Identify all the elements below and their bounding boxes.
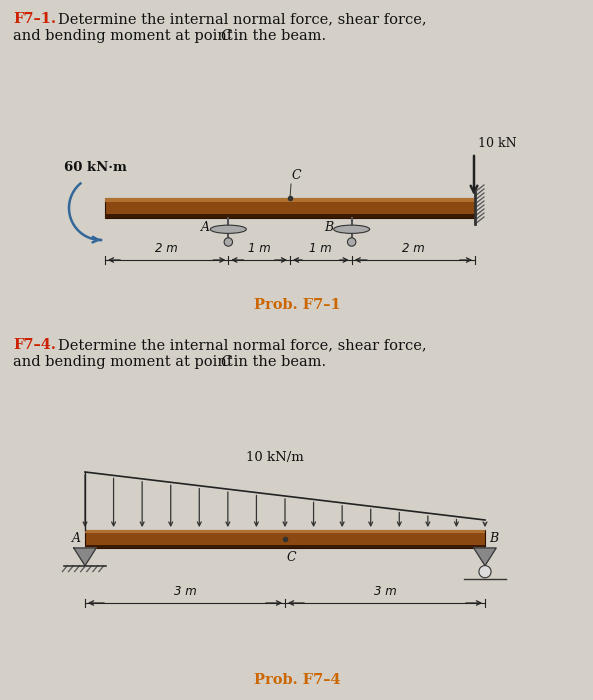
Circle shape [347,238,356,246]
Text: C: C [292,169,302,182]
Circle shape [479,566,491,578]
Polygon shape [474,548,496,566]
Text: Determine the internal normal force, shear force,: Determine the internal normal force, she… [58,12,426,26]
Text: and bending moment at point: and bending moment at point [13,29,237,43]
Bar [85,530,485,548]
Ellipse shape [334,225,369,233]
Bar [105,214,475,218]
Text: C: C [287,551,296,564]
Text: A: A [72,533,81,545]
Text: A: A [202,221,211,234]
Text: and bending moment at point: and bending moment at point [13,355,237,369]
Text: 10 kN: 10 kN [478,137,517,150]
Text: 3 m: 3 m [374,585,396,598]
Text: Prob. F7–4: Prob. F7–4 [254,673,340,687]
Text: 2 m: 2 m [155,242,178,255]
Polygon shape [74,548,96,566]
Text: F7–4.: F7–4. [13,338,56,352]
Text: 1 m: 1 m [248,242,270,255]
Text: B: B [489,533,498,545]
Ellipse shape [211,225,246,233]
Text: C: C [220,29,231,43]
Text: C: C [220,355,231,369]
Text: 2 m: 2 m [402,242,425,255]
Text: Prob. F7–1: Prob. F7–1 [254,298,340,312]
Bar [85,545,485,548]
Text: F7–1.: F7–1. [13,12,56,26]
Text: 3 m: 3 m [174,585,196,598]
Bar [105,198,475,202]
Text: B: B [324,221,334,234]
Text: 1 m: 1 m [310,242,332,255]
Bar [85,530,485,533]
Bar [105,198,475,218]
Text: 10 kN/m: 10 kN/m [246,451,304,464]
Text: in the beam.: in the beam. [229,29,326,43]
Text: 60 kN·m: 60 kN·m [64,161,127,174]
Circle shape [224,238,232,246]
Text: Determine the internal normal force, shear force,: Determine the internal normal force, she… [58,338,426,352]
Text: in the beam.: in the beam. [229,355,326,369]
